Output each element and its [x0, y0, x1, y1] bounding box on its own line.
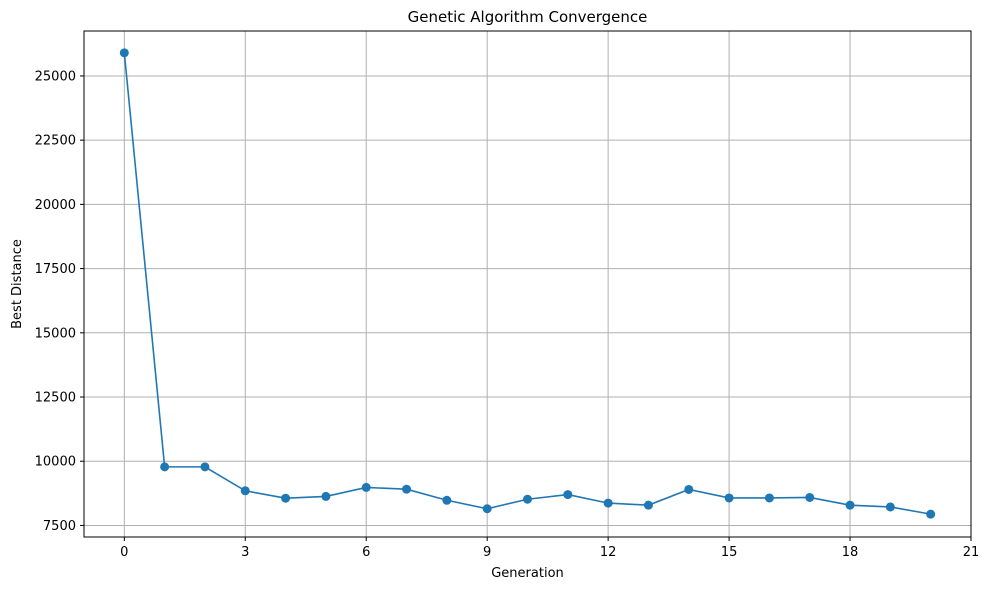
y-tick-label: 15000 — [35, 326, 76, 341]
data-point — [643, 500, 653, 510]
x-tick-label: 18 — [842, 545, 859, 560]
x-tick-label: 0 — [120, 545, 128, 560]
data-point — [402, 484, 412, 494]
data-point — [563, 490, 573, 500]
y-tick-label: 22500 — [35, 134, 76, 149]
y-tick-label: 17500 — [35, 262, 76, 277]
data-point — [240, 486, 250, 496]
plot-frame — [83, 30, 972, 538]
x-tick-label: 21 — [963, 545, 980, 560]
series-layer — [119, 48, 936, 519]
data-point — [603, 498, 613, 508]
y-tick-label: 12500 — [35, 391, 76, 406]
data-point — [885, 502, 895, 512]
y-axis: 7500 10000 12500 15000 17500 20000 22500 25000 — [35, 69, 84, 534]
x-tick-label: 3 — [241, 545, 249, 560]
data-point — [321, 491, 331, 501]
data-point — [926, 509, 936, 519]
data-point — [724, 493, 734, 503]
x-tick-label: 6 — [362, 545, 370, 560]
y-tick-label: 20000 — [35, 198, 76, 213]
data-point — [684, 484, 694, 494]
x-axis: 0 3 6 9 12 15 18 21 — [120, 537, 979, 560]
chart-title: Genetic Algorithm Convergence — [408, 8, 648, 26]
x-tick-label: 9 — [483, 545, 491, 560]
data-point — [523, 494, 532, 504]
data-point — [160, 462, 170, 472]
grid — [84, 31, 972, 537]
data-point — [361, 482, 371, 492]
x-axis-label: Generation — [491, 566, 564, 581]
y-tick-label: 25000 — [35, 69, 76, 84]
data-point — [482, 504, 492, 514]
data-point — [442, 495, 452, 505]
data-point — [764, 493, 774, 503]
data-point — [119, 48, 129, 58]
data-point — [281, 493, 291, 503]
data-point — [805, 492, 815, 502]
data-point — [200, 462, 210, 472]
x-tick-label: 12 — [600, 545, 617, 560]
x-tick-label: 15 — [721, 545, 738, 560]
data-point — [845, 500, 855, 510]
y-axis-label: Best Distance — [10, 239, 25, 329]
y-tick-label: 7500 — [43, 519, 76, 534]
y-tick-label: 10000 — [35, 455, 76, 470]
